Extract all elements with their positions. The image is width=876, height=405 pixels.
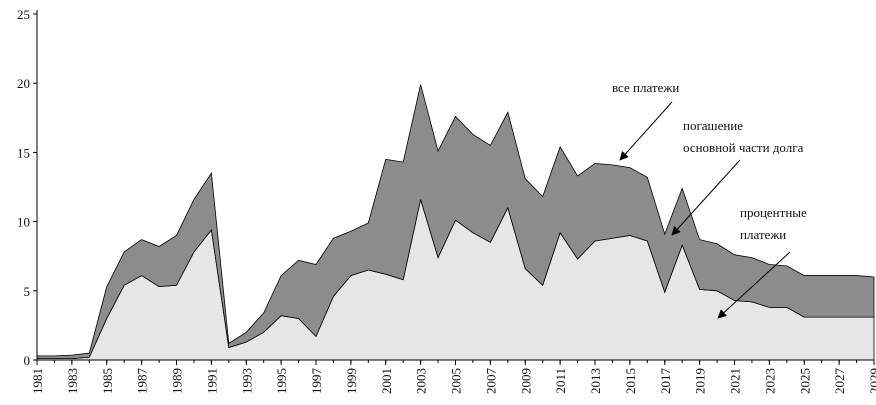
x-tick-label: 1993 bbox=[239, 368, 254, 394]
x-tick-label: 2021 bbox=[728, 368, 743, 394]
x-tick-label: 2009 bbox=[518, 368, 533, 394]
x-tick-label: 1999 bbox=[344, 368, 359, 394]
x-tick-label: 2011 bbox=[553, 368, 568, 394]
annotation: платежи bbox=[740, 227, 786, 242]
y-tick-label: 10 bbox=[17, 215, 30, 230]
annotation: основной части долга bbox=[683, 140, 804, 155]
y-tick-label: 15 bbox=[17, 145, 30, 160]
x-tick-label: 1985 bbox=[100, 368, 115, 394]
x-tick-label: 1997 bbox=[309, 368, 324, 395]
x-tick-label: 2015 bbox=[623, 368, 638, 394]
y-tick-label: 0 bbox=[24, 353, 31, 368]
x-tick-label: 2029 bbox=[867, 368, 876, 394]
annotation: все платежи bbox=[612, 80, 679, 95]
x-tick-label: 2003 bbox=[414, 368, 429, 394]
annotation-arrow bbox=[619, 101, 673, 161]
annotation-arrow bbox=[671, 159, 741, 236]
x-tick-label: 2007 bbox=[483, 368, 498, 395]
x-tick-label: 2025 bbox=[797, 368, 812, 394]
y-tick-label: 5 bbox=[24, 284, 31, 299]
annotation: процентные bbox=[740, 205, 807, 220]
annotation: погашение bbox=[683, 118, 743, 133]
x-tick-label: 2023 bbox=[762, 368, 777, 394]
y-tick-label: 25 bbox=[17, 7, 30, 22]
x-tick-label: 2027 bbox=[832, 368, 847, 395]
annotation-arrow bbox=[717, 251, 791, 319]
x-tick-label: 1983 bbox=[65, 368, 80, 394]
x-tick-label: 1987 bbox=[135, 368, 150, 395]
x-tick-label: 1991 bbox=[204, 368, 219, 394]
x-tick-label: 2017 bbox=[658, 368, 673, 395]
x-tick-label: 2001 bbox=[379, 368, 394, 394]
y-tick-label: 20 bbox=[17, 76, 30, 91]
area bbox=[36, 84, 875, 360]
x-tick-label: 2005 bbox=[449, 368, 464, 394]
x-tick-label: 2013 bbox=[588, 368, 603, 394]
x-tick-label: 1981 bbox=[30, 368, 45, 394]
x-tick-label: 1995 bbox=[274, 368, 289, 394]
x-tick-label: 1989 bbox=[170, 368, 185, 394]
x-tick-label: 2019 bbox=[693, 368, 708, 394]
